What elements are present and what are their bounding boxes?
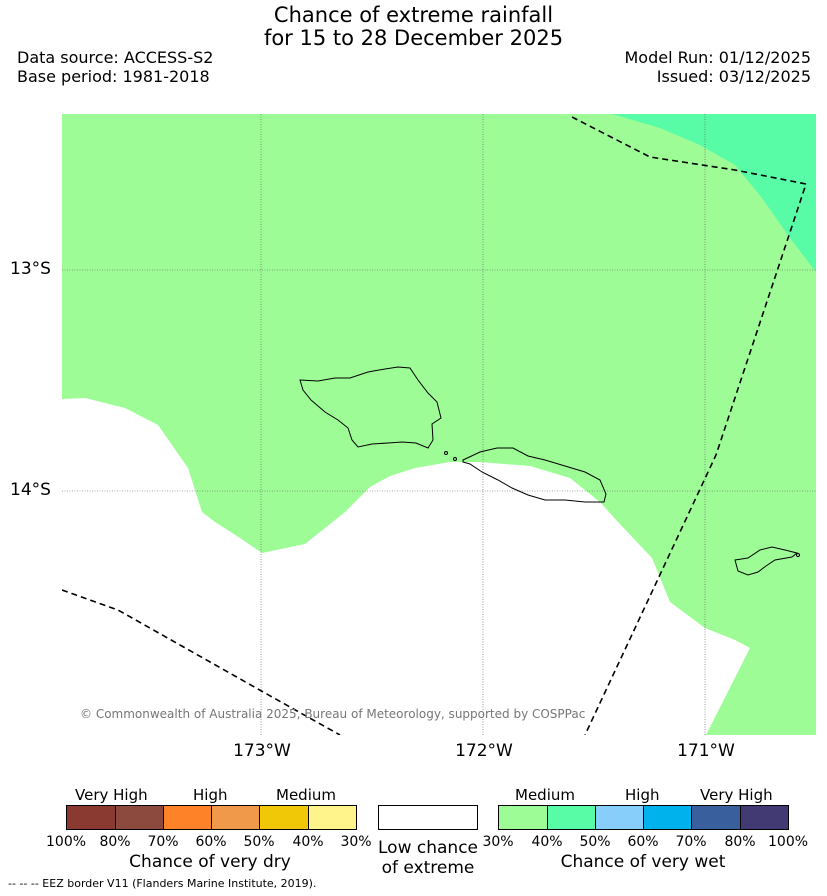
lon-label-173w: 173°W [233, 741, 291, 761]
dry-tick: 30% [340, 834, 372, 850]
wet-swatch-70-80 [691, 805, 741, 830]
issued-date: Issued: 03/12/2025 [656, 67, 811, 86]
dry-caption: Chance of very dry [129, 852, 291, 872]
low-chance-swatch [378, 805, 478, 830]
low-chance-line1: Low chance [378, 838, 478, 858]
dry-very-high-label: Very High [75, 786, 148, 804]
dry-swatch-80-70 [115, 805, 164, 830]
dry-swatch-100-80 [66, 805, 116, 830]
map-subtitle: for 15 to 28 December 2025 [263, 26, 564, 50]
high-wet-region [612, 114, 816, 272]
wet-swatch-60-70 [643, 805, 692, 830]
model-run: Model Run: 01/12/2025 [624, 48, 812, 67]
wet-tick: 100% [768, 834, 809, 850]
apolima-island [453, 457, 457, 461]
wet-very-high-label: Very High [700, 786, 773, 804]
upolu-island [462, 447, 607, 503]
wet-swatch-30-40 [498, 805, 548, 830]
wet-tick: 80% [724, 834, 756, 850]
wet-tick: 30% [482, 834, 514, 850]
medium-wet-region [62, 114, 816, 735]
dry-medium-label: Medium [276, 786, 336, 804]
dry-tick: 40% [292, 834, 324, 850]
metadata-right: Model Run: 01/12/2025 Issued: 03/12/2025 [625, 48, 812, 86]
graticule [62, 114, 816, 735]
dry-tick: 70% [147, 834, 179, 850]
data-source: Data source: ACCESS-S2 [17, 48, 214, 67]
dry-swatch-40-30 [308, 805, 357, 830]
copyright-notice: © Commonwealth of Australia 2025, Bureau… [80, 707, 585, 721]
dry-tick: 100% [46, 834, 87, 850]
aunuu-island [796, 553, 800, 557]
map-title: Chance of extreme rainfall [273, 3, 554, 27]
wet-swatch-50-60 [595, 805, 644, 830]
eez-border [62, 116, 808, 735]
manono-island [444, 451, 448, 455]
wet-caption: Chance of very wet [560, 852, 726, 872]
low-chance-line2: of extreme [381, 858, 475, 878]
dry-swatch-60-50 [211, 805, 260, 830]
dry-high-label: High [193, 786, 228, 804]
savaii-island [299, 366, 442, 449]
wet-tick: 70% [675, 834, 707, 850]
base-period: Base period: 1981-2018 [17, 67, 210, 86]
dry-tick: 50% [243, 834, 275, 850]
dry-tick: 80% [99, 834, 131, 850]
rainfall-map: © Commonwealth of Australia 2025, Bureau… [62, 114, 816, 735]
dry-swatch-50-40 [259, 805, 309, 830]
wet-tick: 60% [627, 834, 659, 850]
wet-medium-label: Medium [515, 786, 575, 804]
wet-high-label: High [625, 786, 660, 804]
lat-label-13s: 13°S [10, 259, 51, 279]
island-coastlines [299, 366, 800, 576]
lat-label-14s: 14°S [10, 480, 51, 500]
dry-swatch-70-60 [163, 805, 212, 830]
low-chance-caption: Low chance of extreme [368, 838, 488, 878]
tutuila-island [734, 546, 799, 576]
wet-tick: 40% [531, 834, 563, 850]
metadata-left: Data source: ACCESS-S2 Base period: 1981… [17, 48, 213, 86]
dry-tick: 60% [195, 834, 227, 850]
lon-label-171w: 171°W [677, 741, 735, 761]
wet-swatch-40-50 [547, 805, 596, 830]
wet-swatch-80-100 [740, 805, 789, 830]
lon-label-172w: 172°W [455, 741, 513, 761]
eez-footnote: -- -- -- EEZ border V11 (Flanders Marine… [8, 877, 317, 890]
wet-tick: 50% [579, 834, 611, 850]
